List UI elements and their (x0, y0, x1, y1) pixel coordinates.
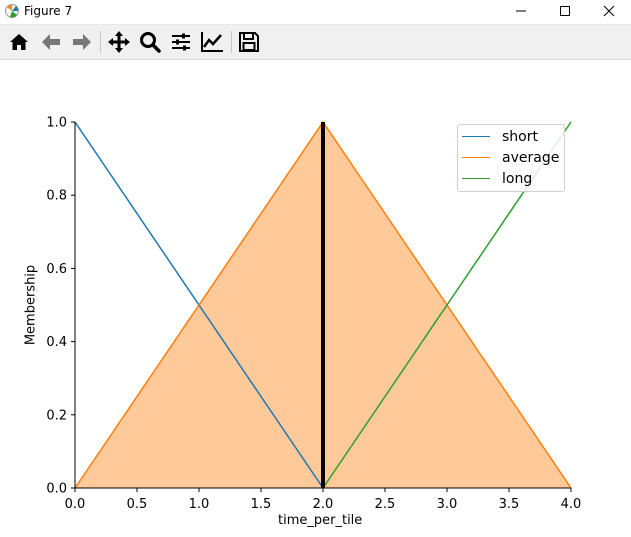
navigation-toolbar (0, 25, 631, 60)
x-tick-label: 2.0 (313, 497, 334, 512)
x-tick-label: 0.5 (127, 497, 148, 512)
home-button[interactable] (6, 29, 32, 55)
configure-subplots-icon (172, 33, 190, 51)
toolbar-separator (231, 31, 232, 53)
pan-icon (108, 31, 130, 53)
save-icon (239, 32, 259, 52)
x-axis-label: time_per_tile (278, 513, 363, 528)
legend-label: average (502, 150, 560, 166)
back-arrow-icon (42, 34, 60, 50)
x-tick-label: 0.0 (65, 497, 86, 512)
plot-area: 0.0 0.5 1.0 1.5 2.0 2.5 3.0 3.5 4.0 0.0 0.2 0.4 0.6 0… (46, 116, 582, 513)
legend-swatch (462, 178, 490, 179)
x-tick-label: 3.0 (437, 497, 458, 512)
legend-swatch (462, 157, 490, 158)
edit-axes-button[interactable] (199, 29, 225, 55)
back-button[interactable] (38, 29, 64, 55)
y-tick-label: 0.8 (46, 189, 67, 204)
x-tick-label: 1.0 (189, 497, 210, 512)
legend-swatch (462, 136, 490, 137)
x-tick-label: 2.5 (375, 497, 396, 512)
legend-label: long (502, 171, 533, 187)
forward-arrow-icon (73, 34, 91, 50)
minimize-button[interactable] (499, 0, 543, 24)
forward-button[interactable] (69, 29, 95, 55)
pan-button[interactable] (106, 29, 132, 55)
configure-subplots-button[interactable] (168, 29, 194, 55)
edit-axes-icon (201, 32, 223, 52)
legend: short average long (457, 124, 565, 192)
y-axis-label: Membership (23, 264, 39, 346)
save-button[interactable] (236, 29, 262, 55)
x-tick-label: 3.5 (499, 497, 520, 512)
y-tick-label: 0.6 (46, 262, 67, 277)
close-button[interactable] (587, 0, 631, 24)
zoom-button[interactable] (137, 29, 163, 55)
y-tick-label: 0.2 (46, 408, 67, 423)
figure-canvas: 0.0 0.5 1.0 1.5 2.0 2.5 3.0 3.5 4.0 0.0 0.2 0.4 0.6 0… (0, 60, 631, 537)
x-tick-label: 1.5 (251, 497, 272, 512)
y-tick-label: 1.0 (46, 116, 67, 131)
toolbar-separator (100, 31, 101, 53)
legend-item-short: short (458, 127, 564, 148)
maximize-button[interactable] (543, 0, 587, 24)
legend-item-long: long (458, 169, 564, 190)
zoom-icon (140, 32, 161, 53)
legend-item-average: average (458, 148, 564, 169)
y-tick-label: 0.0 (46, 482, 67, 497)
x-tick-label: 4.0 (561, 497, 582, 512)
title-bar: Figure 7 (0, 0, 631, 25)
matplotlib-icon (5, 4, 19, 18)
home-icon (10, 34, 28, 50)
minimize-icon (516, 10, 526, 12)
window-title: Figure 7 (24, 4, 73, 18)
legend-label: short (502, 129, 538, 145)
close-icon (603, 5, 615, 17)
maximize-icon (560, 6, 570, 16)
y-tick-label: 0.4 (46, 335, 67, 350)
